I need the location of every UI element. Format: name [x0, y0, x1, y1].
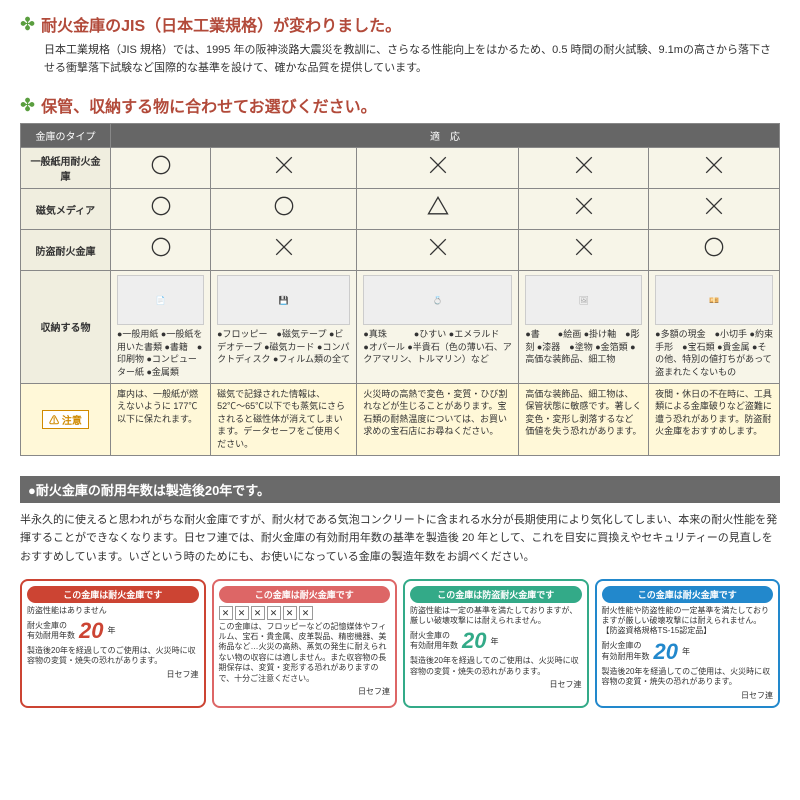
card-years-suffix: 年 [490, 636, 498, 647]
card-icons: ✕✕✕✕✕✕ [219, 606, 391, 620]
symbol-cross [519, 230, 649, 271]
card-sub2: 耐火金庫の 有効耐用年数 [410, 631, 458, 652]
item-col-4: 💴●多額の現金 ●小切手 ●約束手形 ●宝石類 ●貴金属 ●その他、特別の値打ち… [649, 271, 780, 383]
row-label: 防盗耐火金庫 [21, 230, 111, 271]
item-img: 💴 [655, 275, 773, 325]
symbol-cross [519, 189, 649, 230]
card-note: 製造後20年を経過してのご使用は、火災時に収容物の変質・焼失の恐れがあります。 [27, 646, 199, 667]
caution-0: 庫内は、一般紙が燃えないように 177℃以下に保たれます。 [111, 383, 211, 455]
compat-table: 金庫のタイプ 適 応 一般紙用耐火金庫磁気メディア防盗耐火金庫 収納する物 📄●… [20, 123, 780, 455]
info-card: この金庫は防盗耐火金庫です防盗性能は一定の基準を満たしておりますが、厳しい破壊攻… [403, 579, 589, 708]
symbol-triangle [357, 189, 519, 230]
info-card: この金庫は耐火金庫です防盗性能はありません耐火金庫の 有効耐用年数20 年製造後2… [20, 579, 206, 708]
item-col-3: 🖼●書 ●絵画 ●掛け軸 ●彫刻 ●漆器 ●塗物 ●金箔類 ●高価な装飾品、細工… [519, 271, 649, 383]
symbol-cross [649, 189, 780, 230]
info-cards: この金庫は耐火金庫です防盗性能はありません耐火金庫の 有効耐用年数20年製造後2… [20, 579, 780, 708]
section2-title: ✤ 保管、収納する物に合わせてお選びください。 [20, 93, 780, 117]
item-col-0: 📄●一般用紙 ●一般紙を用いた書類 ●書籍 ●印刷物 ●コンピューター紙 ●金属… [111, 271, 211, 383]
item-col-2: 💍●真珠 ●ひすい ●エメラルド ●オパール ●半貴石（色の薄い石、アクアマリン… [357, 271, 519, 383]
title2-text: 保管、収納する物に合わせてお選びください。 [41, 93, 377, 117]
th-use: 適 応 [111, 124, 780, 148]
card-head: この金庫は耐火金庫です [219, 586, 391, 603]
symbol-circle [649, 230, 780, 271]
info-card: この金庫は耐火金庫です耐火性能や防盗性能の一定基準を満たしておりますが厳しい破壊… [595, 579, 781, 708]
card-years-suffix: 年 [107, 625, 115, 636]
symbol-cross [211, 148, 357, 189]
info-card: この金庫は耐火金庫です ✕✕✕✕✕✕ この金庫は、フロッピーなどの記憶媒体やフィルム… [212, 579, 398, 708]
item-img: 💾 [217, 275, 350, 325]
caution-3: 高価な装飾品、細工物は、保管状態に敏感です。著しく変色・変形し剥落するなど価値を… [519, 383, 649, 455]
card-brand: 日セフ連 [602, 690, 774, 701]
card-note: 製造後20年を経過してのご使用は、火災時に収容物の変質・焼失の恐れがあります。 [602, 667, 774, 688]
card-head: この金庫は防盗耐火金庫です [410, 586, 582, 603]
caution-1: 磁気で記録された情報は、52℃〜65℃以下でも蒸気にさらされると磁性体が消えてし… [211, 383, 357, 455]
card-years: 20 [462, 628, 486, 654]
symbol-cross [519, 148, 649, 189]
symbol-circle [111, 189, 211, 230]
clover-icon: ✤ [20, 14, 35, 35]
symbol-cross [357, 230, 519, 271]
card-head: この金庫は耐火金庫です [27, 586, 199, 603]
card-sub2: 耐火金庫の 有効耐用年数 [602, 641, 650, 662]
card-head: この金庫は耐火金庫です [602, 586, 774, 603]
card-brand: 日セフ連 [410, 679, 582, 690]
lifespan-text: 半永久的に使えると思われがちな耐火金庫ですが、耐火材である気泡コンクリートに含ま… [20, 511, 780, 567]
symbol-circle [111, 230, 211, 271]
item-img: 🖼 [525, 275, 642, 325]
symbol-cross [211, 230, 357, 271]
section1-title: ✤ 耐火金庫のJIS（日本工業規格）が変わりました。 [20, 12, 780, 36]
symbol-cross [357, 148, 519, 189]
card-sub: この金庫は、フロッピーなどの記憶媒体やフィルム、宝石・貴金属、皮革製品、精密機器… [219, 622, 391, 684]
card-sub2: 耐火金庫の 有効耐用年数 [27, 621, 75, 642]
caution-head: ⚠ 注意 [21, 383, 111, 455]
item-img: 💍 [363, 275, 512, 325]
row-label: 磁気メディア [21, 189, 111, 230]
card-years: 20 [654, 639, 678, 665]
card-brand: 日セフ連 [27, 669, 199, 680]
card-years-suffix: 年 [682, 646, 690, 657]
card-sub: 防盗性能はありません [27, 606, 199, 616]
caution-2: 火災時の高熱で変色・変質・ひび割れなどが生じることがあります。宝石類の耐熱温度に… [357, 383, 519, 455]
card-sub: 耐火性能や防盗性能の一定基準を満たしておりますが厳しい破壊攻撃には耐えられません… [602, 606, 774, 637]
title1-text: 耐火金庫のJIS（日本工業規格）が変わりました。 [41, 12, 401, 36]
symbol-circle [211, 189, 357, 230]
card-brand: 日セフ連 [219, 686, 391, 697]
caution-4: 夜間・休日の不在時に、工具類による金庫破りなど盗難に遭う恐れがあります。防盗耐火… [649, 383, 780, 455]
card-note: 製造後20年を経過してのご使用は、火災時に収容物の変質・焼失の恐れがあります。 [410, 656, 582, 677]
lifespan-bar: ●耐火金庫の耐用年数は製造後20年です。 [20, 476, 780, 503]
card-years: 20 [79, 618, 103, 644]
symbol-cross [649, 148, 780, 189]
item-img: 📄 [117, 275, 204, 325]
symbol-circle [111, 148, 211, 189]
card-sub: 防盗性能は一定の基準を満たしておりますが、厳しい破壊攻撃には耐えられません。 [410, 606, 582, 627]
clover-icon: ✤ [20, 95, 35, 116]
items-label: 収納する物 [21, 271, 111, 383]
th-type: 金庫のタイプ [21, 124, 111, 148]
item-col-1: 💾●フロッピー ●磁気テープ ●ビデオテープ ●磁気カード ●コンパクトディスク… [211, 271, 357, 383]
row-label: 一般紙用耐火金庫 [21, 148, 111, 189]
intro-text: 日本工業規格（JIS 規格）では、1995 年の阪神淡路大震災を教訓に、さらなる… [44, 42, 780, 77]
